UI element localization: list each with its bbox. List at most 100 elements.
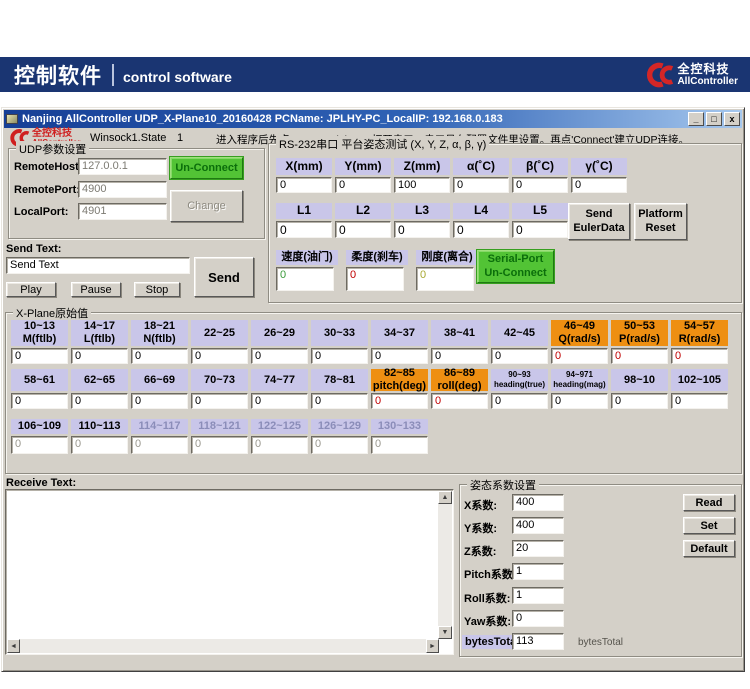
xplane-column-value-field[interactable]: 0 <box>311 436 368 454</box>
xplane-column-value-field[interactable]: 0 <box>491 393 548 409</box>
axis-column-value-field[interactable]: 100 <box>394 177 450 193</box>
winsock-state-value: 1 <box>177 132 184 144</box>
top-banner: 控制软件 control software 全控科技 AllController <box>0 57 750 92</box>
udp-unconnect-button[interactable]: Un-Connect <box>170 157 243 179</box>
maximize-button[interactable]: □ <box>706 112 722 126</box>
leg-column-value-field[interactable]: 0 <box>453 221 509 238</box>
xplane-column-value-field[interactable]: 0 <box>671 348 728 364</box>
xplane-column-value-field[interactable]: 0 <box>11 393 68 409</box>
play-button[interactable]: Play <box>6 282 56 297</box>
window-titlebar[interactable]: Nanjing AllController UDP_X-Plane10_2016… <box>4 110 742 128</box>
axis-column-value-field[interactable]: 0 <box>571 177 627 193</box>
xplane-column-value-field[interactable]: 0 <box>191 436 248 454</box>
send-button[interactable]: Send <box>194 257 254 297</box>
xplane-column-value-field[interactable]: 0 <box>431 393 488 409</box>
axis-column-value-field[interactable]: 0 <box>335 177 391 193</box>
xplane-column-value-field[interactable]: 0 <box>191 348 248 364</box>
y-coeff-field[interactable]: 400 <box>512 517 564 534</box>
pedal-column: 刚度(离合) 0 <box>416 250 478 291</box>
axis-column: α(˚C) 0 <box>453 158 509 193</box>
axis-column-value-field[interactable]: 0 <box>512 177 568 193</box>
close-button[interactable]: x <box>724 112 740 126</box>
pitch-coeff-field[interactable]: 1 <box>512 563 564 580</box>
xplane-column-value-field[interactable]: 0 <box>191 393 248 409</box>
axis-column-value-field[interactable]: 0 <box>453 177 509 193</box>
receive-text-area[interactable]: ▲ ▼ ◄ ► <box>5 489 454 655</box>
stop-button[interactable]: Stop <box>134 282 180 297</box>
xplane-column-value-field[interactable]: 0 <box>551 393 608 409</box>
leg-column-value-field[interactable]: 0 <box>394 221 450 238</box>
xplane-column: 30~33 0 <box>311 320 368 364</box>
xplane-column: 74~77 0 <box>251 369 308 409</box>
xplane-column-value-field[interactable]: 0 <box>611 348 668 364</box>
horizontal-scrollbar[interactable]: ◄ ► <box>7 639 439 653</box>
remotehost-label: RemoteHost: <box>14 161 83 173</box>
xplane-column-value-field[interactable]: 0 <box>251 348 308 364</box>
xplane-column: 70~73 0 <box>191 369 248 409</box>
scroll-right-icon[interactable]: ► <box>426 639 439 653</box>
xplane-column-header: 82~85 pitch(deg) <box>371 367 428 392</box>
leg-column-value-field[interactable]: 0 <box>512 221 568 238</box>
serial-port-unconnect-button[interactable]: Serial-Port Un-Connect <box>477 250 554 283</box>
send-text-input[interactable]: Send Text <box>6 257 190 274</box>
xplane-column-value-field[interactable]: 0 <box>611 393 668 409</box>
xplane-column: 114~117 0 <box>131 419 188 454</box>
udp-change-button[interactable]: Change <box>170 190 243 222</box>
set-button[interactable]: Set <box>683 517 735 534</box>
xplane-column-value-field[interactable]: 0 <box>131 348 188 364</box>
xplane-column-value-field[interactable]: 0 <box>251 436 308 454</box>
send-eulerdata-button[interactable]: Send EulerData <box>568 203 630 240</box>
leg-column-header: L4 <box>453 203 509 219</box>
xplane-group-title: X-Plane原始值 <box>13 305 92 321</box>
y-coeff-label: Y系数: <box>464 523 497 535</box>
leg-column-value-field[interactable]: 0 <box>335 221 391 238</box>
xplane-column-value-field[interactable]: 0 <box>491 348 548 364</box>
yaw-coeff-field[interactable]: 0 <box>512 610 564 627</box>
scroll-down-icon[interactable]: ▼ <box>438 626 452 639</box>
xplane-column-value-field[interactable]: 0 <box>71 436 128 454</box>
remoteport-field[interactable]: 4900 <box>78 181 167 198</box>
pause-button[interactable]: Pause <box>71 282 121 297</box>
pedal-column-header: 刚度(离合) <box>416 250 478 265</box>
axis-column-value-field[interactable]: 0 <box>276 177 332 193</box>
xplane-column-value-field[interactable]: 0 <box>11 348 68 364</box>
xplane-column-value-field[interactable]: 0 <box>551 348 608 364</box>
xplane-column-value-field[interactable]: 0 <box>131 393 188 409</box>
xplane-column-value-field[interactable]: 0 <box>11 436 68 454</box>
scroll-left-icon[interactable]: ◄ <box>7 639 20 653</box>
xplane-column-value-field[interactable]: 0 <box>371 436 428 454</box>
xplane-column-value-field[interactable]: 0 <box>311 348 368 364</box>
xplane-column-value-field[interactable]: 0 <box>251 393 308 409</box>
leg-column-header: L2 <box>335 203 391 219</box>
udp-group-title: UDP参数设置 <box>16 141 90 157</box>
xplane-row1: 10~13 M(ftlb) 0 14~17 L(ftlb) 0 18~21 N(… <box>11 320 728 364</box>
axis-columns: X(mm) 0 Y(mm) 0 Z(mm) 100 α(˚C) 0 β(˚C) … <box>276 158 627 193</box>
pedal-column-header: 速度(油门) <box>276 250 338 265</box>
pedal-column-value-field[interactable]: 0 <box>276 267 334 291</box>
xplane-column-value-field[interactable]: 0 <box>371 393 428 409</box>
axis-column-header: γ(˚C) <box>571 158 627 175</box>
scroll-up-icon[interactable]: ▲ <box>438 491 452 504</box>
minimize-button[interactable]: _ <box>688 112 704 126</box>
platform-reset-button[interactable]: Platform Reset <box>634 203 687 240</box>
x-coeff-field[interactable]: 400 <box>512 494 564 511</box>
xplane-column-value-field[interactable]: 0 <box>131 436 188 454</box>
xplane-column-value-field[interactable]: 0 <box>371 348 428 364</box>
xplane-column-value-field[interactable]: 0 <box>71 348 128 364</box>
roll-coeff-field[interactable]: 1 <box>512 587 564 604</box>
xplane-column-value-field[interactable]: 0 <box>431 348 488 364</box>
default-button[interactable]: Default <box>683 540 735 557</box>
read-button[interactable]: Read <box>683 494 735 511</box>
bytestotal-field[interactable]: 113 <box>512 633 564 650</box>
xplane-column-value-field[interactable]: 0 <box>311 393 368 409</box>
localport-field[interactable]: 4901 <box>78 203 167 220</box>
xplane-column-value-field[interactable]: 0 <box>671 393 728 409</box>
pedal-column-value-field[interactable]: 0 <box>346 267 404 291</box>
z-coeff-field[interactable]: 20 <box>512 540 564 557</box>
leg-column-value-field[interactable]: 0 <box>276 221 332 238</box>
axis-column: Z(mm) 100 <box>394 158 450 193</box>
xplane-column-value-field[interactable]: 0 <box>71 393 128 409</box>
pedal-column-value-field[interactable]: 0 <box>416 267 474 291</box>
vertical-scrollbar[interactable]: ▲ ▼ <box>438 491 452 639</box>
remotehost-field[interactable]: 127.0.0.1 <box>78 158 167 175</box>
